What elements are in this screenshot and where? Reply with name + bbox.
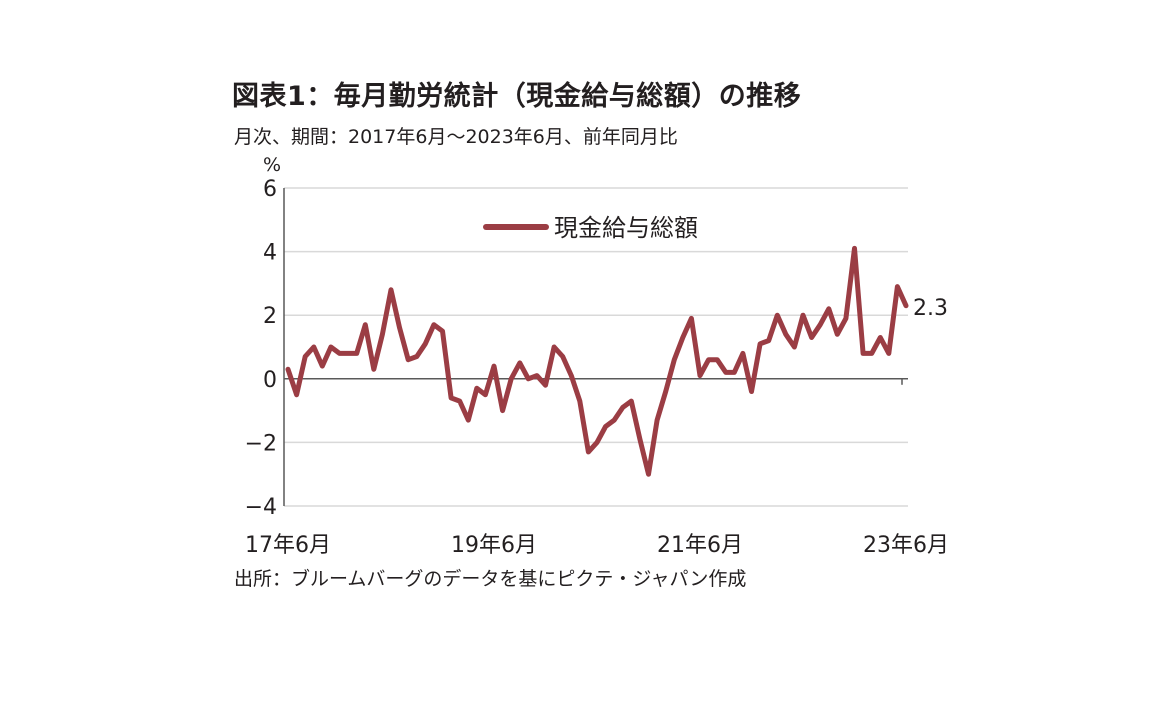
legend-label: 現金給与総額: [554, 214, 698, 242]
x-tick-label: 17年6月: [245, 533, 331, 558]
series-line: [285, 245, 909, 477]
x-tick-labels: 17年6月 19年6月 21年6月 23年6月: [245, 533, 949, 558]
y-tick-labels: 6 4 2 0 −2 −4: [245, 177, 277, 520]
axes: [283, 188, 908, 506]
y-tick-label: 2: [263, 304, 277, 329]
series-lines: [285, 245, 909, 477]
chart-subtitle: 月次、期間：2017年6月～2023年6月、前年同月比: [234, 126, 678, 148]
y-axis-unit: %: [263, 154, 281, 176]
legend: 現金給与総額: [483, 214, 698, 242]
gridlines: [284, 187, 908, 507]
y-tick-label: −2: [245, 431, 277, 456]
chart-title: 図表1：毎月勤労統計（現金給与総額）の推移: [232, 81, 802, 112]
x-tick-label: 23年6月: [863, 533, 949, 558]
x-tick-label: 21年6月: [657, 533, 743, 558]
x-tick-label: 19年6月: [451, 533, 537, 558]
source-note: 出所：ブルームバーグのデータを基にピクテ・ジャパン作成: [234, 568, 747, 590]
y-tick-label: 4: [263, 241, 277, 266]
y-tick-label: 0: [263, 368, 277, 393]
y-tick-label: 6: [263, 177, 277, 202]
end-value-label: 2.3: [913, 296, 948, 321]
y-tick-label: −4: [245, 495, 277, 520]
